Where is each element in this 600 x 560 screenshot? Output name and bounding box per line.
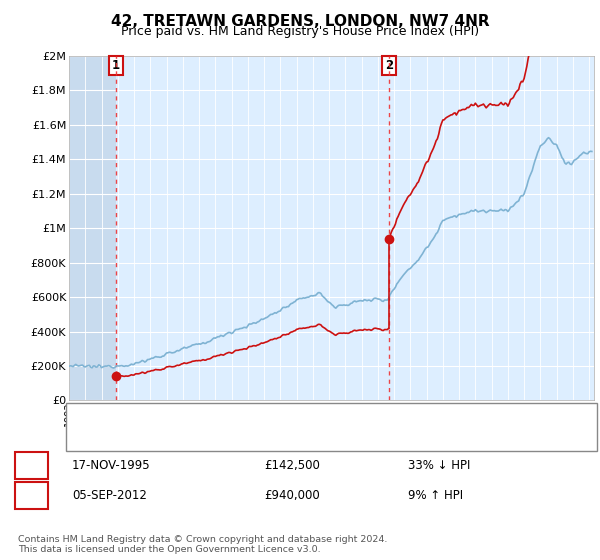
Text: Price paid vs. HM Land Registry's House Price Index (HPI): Price paid vs. HM Land Registry's House … [121,25,479,38]
Text: —: — [75,409,92,427]
Text: 1: 1 [112,59,120,72]
Text: 2: 2 [27,489,36,502]
Text: Contains HM Land Registry data © Crown copyright and database right 2024.
This d: Contains HM Land Registry data © Crown c… [18,535,388,554]
Text: 2: 2 [385,59,393,72]
Text: £940,000: £940,000 [264,489,320,502]
Text: HPI: Average price, detached house, Barnet: HPI: Average price, detached house, Barn… [102,432,330,442]
Bar [69,56,116,400]
Text: £142,500: £142,500 [264,459,320,473]
Text: 1: 1 [27,459,36,473]
Text: 05-SEP-2012: 05-SEP-2012 [72,489,147,502]
Text: 33% ↓ HPI: 33% ↓ HPI [408,459,470,473]
Text: 17-NOV-1995: 17-NOV-1995 [72,459,151,473]
Text: —: — [75,428,92,446]
Text: 9% ↑ HPI: 9% ↑ HPI [408,489,463,502]
Text: 42, TRETAWN GARDENS, LONDON, NW7 4NR (detached house): 42, TRETAWN GARDENS, LONDON, NW7 4NR (de… [102,413,429,423]
Text: 42, TRETAWN GARDENS, LONDON, NW7 4NR: 42, TRETAWN GARDENS, LONDON, NW7 4NR [110,14,490,29]
